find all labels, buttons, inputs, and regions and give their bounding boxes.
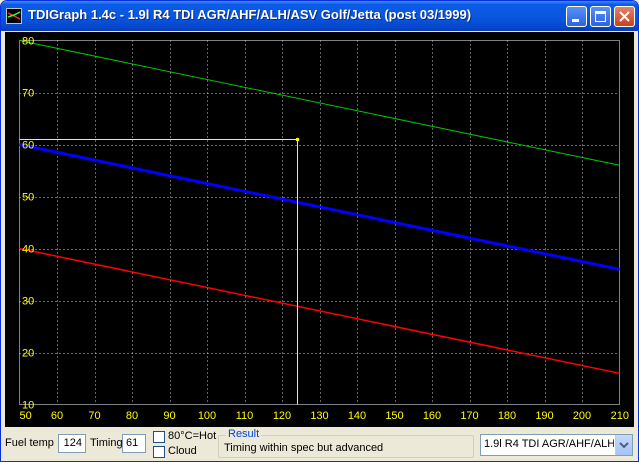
fuel-temp-label: Fuel temp bbox=[5, 437, 54, 449]
result-text: Timing within spec but advanced bbox=[224, 442, 384, 454]
y-tick-label: 10 bbox=[22, 400, 34, 412]
x-tick-label: 110 bbox=[236, 410, 254, 422]
timing-field[interactable]: 61 bbox=[122, 434, 146, 453]
x-tick-label: 100 bbox=[198, 410, 216, 422]
close-button[interactable] bbox=[614, 6, 635, 27]
series-line-3 bbox=[19, 247, 620, 375]
x-tick-label: 140 bbox=[348, 410, 366, 422]
app-icon bbox=[6, 8, 22, 24]
x-tick-label: 80 bbox=[126, 410, 138, 422]
minimize-button[interactable] bbox=[566, 6, 587, 27]
hot-checkbox-label: 80°C=Hot bbox=[168, 430, 217, 442]
cloud-checkbox[interactable] bbox=[153, 446, 165, 458]
dropdown-button[interactable] bbox=[615, 435, 632, 455]
y-tick-label: 80 bbox=[22, 36, 34, 48]
x-tick-label: 200 bbox=[573, 410, 591, 422]
timing-label: Timing bbox=[90, 437, 123, 449]
x-tick-label: 210 bbox=[611, 410, 629, 422]
series-line-2 bbox=[19, 143, 620, 271]
fuel-temp-field[interactable]: 124 bbox=[58, 434, 86, 453]
result-title: Result bbox=[226, 428, 262, 440]
operating-point-group bbox=[19, 137, 300, 405]
timing-chart: 10 20 30 40 50 60 70 80 50 60 70 80 90 100 110 120 130 1… bbox=[5, 32, 634, 427]
x-tick-label: 180 bbox=[498, 410, 516, 422]
marker-point bbox=[295, 137, 300, 142]
window-title: TDIGraph 1.4c - 1.9l R4 TDI AGR/AHF/ALH/… bbox=[28, 7, 472, 22]
close-icon bbox=[619, 11, 630, 22]
x-tick-label: 60 bbox=[51, 410, 63, 422]
result-group bbox=[218, 435, 474, 458]
y-tick-label: 70 bbox=[22, 88, 34, 100]
x-tick-labels: 50 60 70 80 90 100 110 120 130 140 150 160 170 180 190… bbox=[20, 410, 630, 422]
x-tick-label: 150 bbox=[385, 410, 403, 422]
series-line-1 bbox=[19, 40, 620, 166]
x-tick-label: 160 bbox=[423, 410, 441, 422]
minimize-icon bbox=[572, 19, 579, 22]
plot-background bbox=[5, 32, 634, 427]
y-tick-label: 30 bbox=[22, 296, 34, 308]
x-tick-label: 50 bbox=[20, 410, 32, 422]
hot-checkbox[interactable] bbox=[153, 431, 165, 443]
maximize-icon bbox=[595, 11, 606, 22]
x-tick-label: 170 bbox=[460, 410, 478, 422]
maximize-button[interactable] bbox=[590, 6, 611, 27]
title-bar[interactable]: TDIGraph 1.4c - 1.9l R4 TDI AGR/AHF/ALH/… bbox=[1, 1, 638, 31]
engine-select[interactable]: 1.9l R4 TDI AGR/AHF/ALH/ASV bbox=[480, 434, 633, 456]
plot-border bbox=[19, 40, 620, 405]
x-tick-label: 190 bbox=[535, 410, 553, 422]
cloud-checkbox-label: Cloud bbox=[168, 445, 197, 457]
engine-select-value: 1.9l R4 TDI AGR/AHF/ALH/ASV bbox=[484, 438, 614, 450]
y-tick-label: 20 bbox=[22, 348, 34, 360]
x-tick-label: 130 bbox=[310, 410, 328, 422]
y-tick-label: 40 bbox=[22, 244, 34, 256]
y-tick-label: 60 bbox=[22, 140, 34, 152]
y-tick-label: 50 bbox=[22, 192, 34, 204]
chevron-down-icon bbox=[619, 442, 629, 449]
status-bar: Fuel temp 124 Timing 61 80°C=Hot Cloud R… bbox=[1, 428, 638, 461]
series-group bbox=[19, 40, 620, 375]
y-tick-labels: 10 20 30 40 50 60 70 80 bbox=[22, 36, 34, 412]
x-tick-label: 70 bbox=[88, 410, 100, 422]
x-tick-label: 90 bbox=[163, 410, 175, 422]
x-tick-label: 120 bbox=[273, 410, 291, 422]
